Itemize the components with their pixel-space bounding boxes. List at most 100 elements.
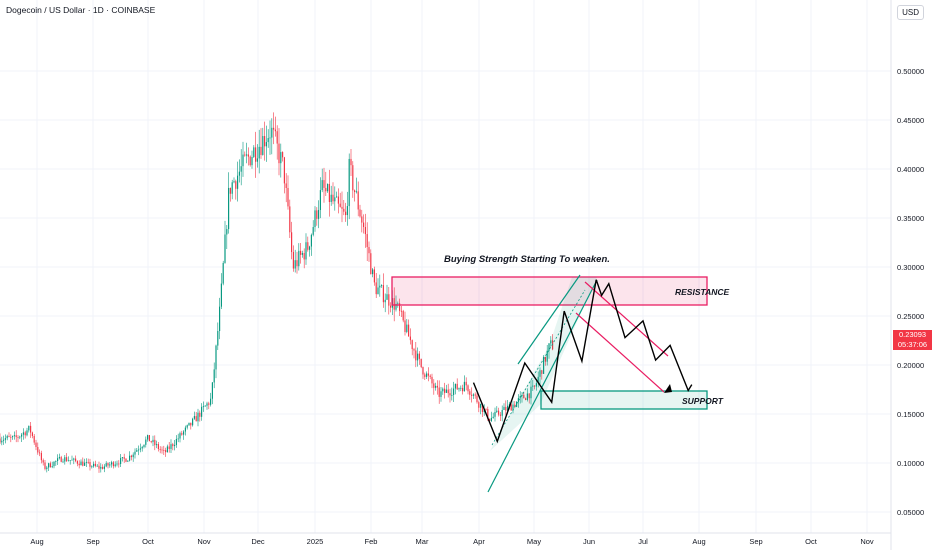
candle-body bbox=[334, 197, 336, 202]
candle-body bbox=[352, 165, 354, 191]
candle-body bbox=[190, 422, 192, 426]
annotation-headline: Buying Strength Starting To weaken. bbox=[444, 254, 610, 265]
candle-body bbox=[105, 463, 107, 467]
currency-button[interactable]: USD bbox=[897, 5, 924, 20]
candle-body bbox=[33, 435, 35, 443]
candle-body bbox=[98, 465, 100, 469]
time-tick-label: May bbox=[527, 537, 541, 546]
candle-body bbox=[523, 394, 525, 399]
candle-body bbox=[305, 242, 307, 260]
candle-body bbox=[526, 393, 528, 400]
candle-body bbox=[422, 367, 424, 375]
candle-body bbox=[348, 158, 350, 207]
candle-body bbox=[184, 427, 186, 432]
candle-body bbox=[165, 450, 167, 453]
candle-body bbox=[409, 336, 411, 341]
candle-body bbox=[107, 463, 109, 466]
candle-body bbox=[80, 461, 82, 466]
candle-body bbox=[60, 457, 62, 462]
candle-body bbox=[532, 385, 534, 387]
time-axis-labels: Aug Sep Oct Nov Dec 2025 Feb Mar Apr May Jun Jul Aug… bbox=[30, 537, 874, 546]
candle-body bbox=[474, 394, 476, 396]
candle-body bbox=[291, 232, 293, 253]
candle-body bbox=[471, 394, 473, 396]
candle-body bbox=[91, 466, 93, 468]
candle-body bbox=[364, 227, 366, 235]
candle-body bbox=[390, 305, 392, 308]
candle-body bbox=[512, 404, 514, 411]
candle-body bbox=[354, 190, 356, 193]
candle-body bbox=[332, 194, 334, 202]
candle-body bbox=[57, 458, 59, 462]
candle-body bbox=[130, 455, 132, 458]
candle-body bbox=[377, 287, 379, 295]
candle-body bbox=[453, 388, 455, 395]
price-tick-label: 0.40000 bbox=[897, 165, 924, 174]
candle-body bbox=[93, 463, 95, 467]
candle-body bbox=[552, 340, 554, 350]
candle-body bbox=[467, 385, 469, 392]
candle-body bbox=[463, 381, 465, 392]
candle-body bbox=[384, 299, 386, 303]
candle-body bbox=[111, 462, 113, 465]
candle-body bbox=[319, 190, 321, 210]
candle-body bbox=[134, 451, 136, 455]
candle-body bbox=[300, 250, 302, 255]
candle-body bbox=[321, 180, 323, 191]
candle-body bbox=[303, 253, 305, 260]
candle-body bbox=[480, 403, 482, 408]
candle-body bbox=[44, 462, 46, 469]
candle-body bbox=[287, 188, 289, 207]
candle-body bbox=[375, 282, 377, 295]
candle-body bbox=[82, 461, 84, 466]
time-tick-label: Sep bbox=[86, 537, 99, 546]
candle-body bbox=[174, 444, 176, 447]
last-price-badge: 0.23093 05:37:06 bbox=[893, 330, 932, 350]
candle-body bbox=[494, 411, 496, 417]
candle-body bbox=[125, 458, 127, 462]
candle-body bbox=[240, 166, 242, 172]
candle-body bbox=[445, 389, 447, 393]
candle-body bbox=[166, 446, 168, 453]
candle-body bbox=[292, 252, 294, 269]
candle-body bbox=[339, 203, 341, 207]
candle-body bbox=[285, 183, 287, 189]
candle-body bbox=[310, 234, 312, 247]
candle-body bbox=[186, 425, 188, 428]
candle-body bbox=[499, 414, 501, 416]
candle-body bbox=[478, 402, 480, 408]
candle-body bbox=[193, 416, 195, 419]
time-tick-label: Aug bbox=[692, 537, 705, 546]
candle-body bbox=[147, 435, 149, 440]
candle-body bbox=[368, 247, 370, 254]
candle-body bbox=[505, 406, 507, 411]
candle-body bbox=[420, 358, 422, 368]
candle-body bbox=[161, 449, 163, 451]
candle-body bbox=[51, 466, 53, 468]
chart-grid bbox=[0, 0, 891, 533]
candle-body bbox=[535, 383, 537, 387]
candle-body bbox=[393, 298, 395, 310]
candle-body bbox=[85, 461, 87, 463]
candle-body bbox=[94, 463, 96, 466]
candle-body bbox=[78, 463, 80, 466]
candle-body bbox=[264, 136, 266, 147]
resistance-label: RESISTANCE bbox=[675, 287, 729, 297]
candle-body bbox=[112, 462, 114, 467]
price-tick-label: 0.05000 bbox=[897, 508, 924, 517]
candle-body bbox=[507, 405, 509, 411]
candle-body bbox=[283, 157, 285, 184]
candle-body bbox=[123, 457, 125, 459]
candle-body bbox=[269, 137, 271, 139]
candle-body bbox=[71, 459, 73, 461]
candle-body bbox=[476, 395, 478, 403]
candle-body bbox=[517, 398, 519, 402]
symbol-title: Dogecoin / US Dollar · 1D · COINBASE bbox=[6, 5, 156, 15]
candlestick-series bbox=[0, 112, 554, 473]
candle-body bbox=[465, 381, 467, 386]
candle-body bbox=[406, 324, 408, 332]
candle-body bbox=[150, 441, 152, 443]
candle-body bbox=[413, 349, 415, 351]
candle-body bbox=[345, 211, 347, 216]
